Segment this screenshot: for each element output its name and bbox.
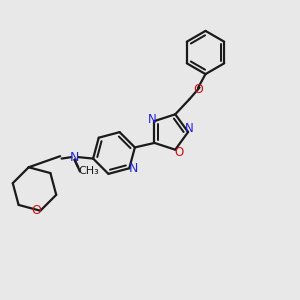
Text: O: O	[193, 83, 203, 96]
Text: O: O	[31, 204, 41, 217]
Text: N: N	[185, 122, 194, 136]
Text: O: O	[174, 146, 184, 159]
Text: N: N	[70, 151, 79, 164]
Text: CH₃: CH₃	[79, 167, 100, 176]
Text: N: N	[129, 162, 138, 176]
Text: N: N	[148, 113, 156, 126]
